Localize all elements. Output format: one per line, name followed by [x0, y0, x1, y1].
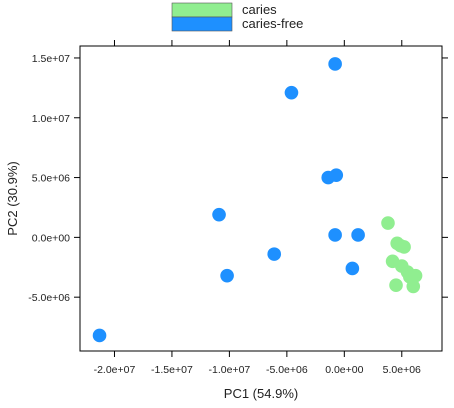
x-tick-label: -5.0e+06	[266, 364, 308, 376]
point-caries	[389, 278, 403, 293]
y-tick-label: -5.0e+06	[28, 292, 70, 304]
legend-swatch-caries-free	[171, 16, 233, 32]
point-caries	[406, 279, 421, 294]
x-tick-label: -1.5e+07	[151, 364, 193, 376]
point-caries	[381, 216, 395, 230]
point-caries-free	[328, 228, 342, 242]
point-caries-free	[267, 247, 282, 261]
legend-swatch-caries	[171, 2, 233, 18]
point-caries-free	[329, 168, 344, 182]
y-tick-label: 0.0e+00	[32, 232, 70, 244]
y-tick-label: 5.0e+06	[32, 173, 70, 185]
point-caries-free	[284, 85, 299, 100]
plot-frame	[79, 45, 443, 352]
point-caries	[408, 268, 423, 283]
point-caries-free	[92, 328, 107, 343]
x-tick-label: -2.0e+07	[94, 364, 136, 376]
point-caries-free	[212, 207, 226, 222]
legend-label-caries-free: caries-free	[242, 16, 303, 31]
point-caries-free	[220, 268, 234, 283]
point-caries	[397, 240, 411, 254]
point-caries-free	[345, 261, 360, 276]
x-tick-label: 0.0e+00	[325, 364, 363, 376]
x-tick-label: -1.0e+07	[209, 364, 251, 376]
y-axis-title: PC2 (30.9%)	[5, 161, 20, 235]
legend-label-caries: caries	[242, 2, 277, 17]
y-tick-label: 1.5e+07	[32, 53, 70, 65]
point-caries-free	[328, 57, 342, 71]
y-tick-label: 1.0e+07	[32, 113, 70, 125]
x-tick-label: 5.0e+06	[383, 364, 421, 376]
x-axis-title: PC1 (54.9%)	[224, 386, 298, 401]
point-caries-free	[351, 228, 365, 242]
